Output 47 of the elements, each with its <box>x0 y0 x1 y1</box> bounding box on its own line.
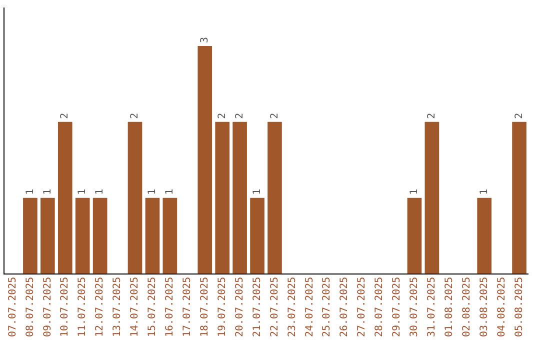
x-tick-label: 30.07.2025 <box>409 276 420 338</box>
x-tick-label: 12.07.2025 <box>94 276 106 338</box>
data-label: 1 <box>252 188 263 195</box>
x-tick-label: 26.07.2025 <box>339 276 350 338</box>
x-tick-label: 27.07.2025 <box>356 276 368 338</box>
x-tick-label: 16.07.2025 <box>164 276 176 338</box>
x-tick-label: 18.07.2025 <box>199 276 210 338</box>
data-label: 1 <box>164 188 176 195</box>
data-label: 2 <box>130 112 141 119</box>
x-tick-label: 02.08.2025 <box>461 276 472 338</box>
x-tick-label: 15.07.2025 <box>147 276 158 338</box>
x-tick-label: 19.07.2025 <box>216 276 228 338</box>
x-tick-label: 21.07.2025 <box>252 276 263 338</box>
x-tick-label: 24.07.2025 <box>304 276 316 338</box>
x-tick-label: 20.07.2025 <box>234 276 246 338</box>
data-label: 1 <box>147 188 158 195</box>
x-tick-label: 31.07.2025 <box>426 276 438 338</box>
x-tick-label: 22.07.2025 <box>269 276 280 338</box>
x-tick-label: 25.07.2025 <box>322 276 333 338</box>
x-tick-label: 10.07.2025 <box>60 276 71 338</box>
data-label: 1 <box>77 188 88 195</box>
x-tick-label: 04.08.2025 <box>496 276 508 338</box>
x-tick-label: 29.07.2025 <box>392 276 403 338</box>
data-label: 2 <box>234 112 246 119</box>
x-tick-label: 17.07.2025 <box>182 276 193 338</box>
x-tick-label: 07.07.2025 <box>7 276 18 338</box>
x-tick-label: 03.08.2025 <box>478 276 490 338</box>
data-label: 3 <box>199 36 210 43</box>
x-tick-label: 08.07.2025 <box>24 276 36 338</box>
data-label: 2 <box>216 112 228 119</box>
data-label: 2 <box>60 112 71 119</box>
data-label: 1 <box>24 188 36 195</box>
data-label: 1 <box>409 188 420 195</box>
x-tick-label: 09.07.2025 <box>42 276 54 338</box>
x-tick-label: 14.07.2025 <box>130 276 141 338</box>
data-label: 2 <box>269 112 280 119</box>
data-label: 1 <box>94 188 106 195</box>
data-label: 2 <box>514 112 525 119</box>
x-tick-label: 28.07.2025 <box>374 276 386 338</box>
data-label: 1 <box>42 188 54 195</box>
x-tick-label: 11.07.2025 <box>77 276 88 338</box>
x-tick-label: 23.07.2025 <box>286 276 298 338</box>
x-tick-label: 05.08.2025 <box>514 276 525 338</box>
data-label: 2 <box>426 112 438 119</box>
x-tick-label: 01.08.2025 <box>444 276 455 338</box>
x-tick-label: 13.07.2025 <box>112 276 124 338</box>
data-label: 1 <box>478 188 490 195</box>
